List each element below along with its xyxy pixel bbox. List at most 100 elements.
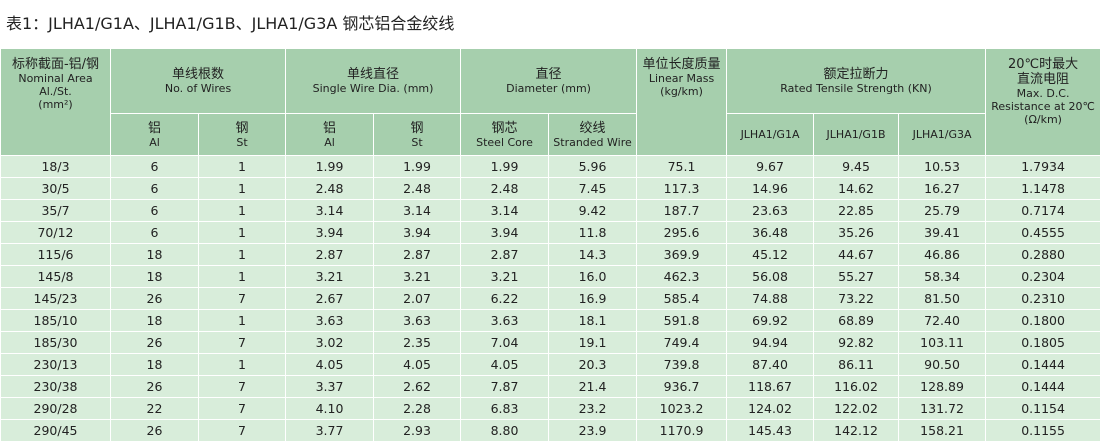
table-cell: 72.40	[898, 309, 987, 332]
table-cell: 7	[197, 397, 287, 420]
table-cell: 131.72	[898, 397, 987, 420]
header-cell: 铝 Al	[110, 113, 199, 156]
header-line: No. of Wires	[164, 82, 232, 95]
table-cell: 3.14	[373, 199, 462, 222]
table-cell: 122.02	[813, 397, 900, 420]
table-cell: 14.3	[548, 243, 638, 266]
table-cell: 11.8	[548, 221, 638, 244]
header-cell: 钢 St	[373, 113, 462, 156]
table-cell: 3.21	[460, 265, 550, 288]
table-cell: 6	[110, 177, 199, 200]
table-row: 115/6 18 1 2.87 2.87 2.87 14.3 369.9 45.12 44.67 4…	[0, 243, 1100, 266]
table-cell: 14.96	[726, 177, 815, 200]
header-line: Linear Mass	[648, 72, 715, 85]
header-line: JLHA1/G1B	[826, 128, 886, 141]
table-cell: 74.88	[726, 287, 815, 310]
table-cell: 16.27	[898, 177, 987, 200]
table-cell: 16.9	[548, 287, 638, 310]
table-cell: 3.14	[460, 199, 550, 222]
header-cell: 钢 St	[197, 113, 287, 156]
table-cell: 6	[110, 221, 199, 244]
table-cell: 1023.2	[636, 397, 728, 420]
table-cell: 3.63	[285, 309, 375, 332]
header-line: Nominal Area	[18, 72, 93, 85]
table-cell: 2.48	[285, 177, 375, 200]
table-cell: 73.22	[813, 287, 900, 310]
table-cell: 26	[110, 375, 199, 398]
table-cell: 14.62	[813, 177, 900, 200]
table-cell: 0.1444	[985, 375, 1100, 398]
table-cell: 2.67	[285, 287, 375, 310]
table-cell: 2.93	[373, 419, 462, 442]
table-cell: 1	[197, 353, 287, 376]
table-cell: 295.6	[636, 221, 728, 244]
table-cell: 9.45	[813, 155, 900, 178]
table-cell: 8.80	[460, 419, 550, 442]
table-row: 290/28 22 7 4.10 2.28 6.83 23.2 1023.2 124.02 122…	[0, 397, 1100, 420]
table-cell: 18	[110, 353, 199, 376]
table-cell: 21.4	[548, 375, 638, 398]
table-row: 185/10 18 1 3.63 3.63 3.63 18.1 591.8 69.92 68.89…	[0, 309, 1100, 332]
table-cell: 3.63	[460, 309, 550, 332]
header-cell: 单线根数 No. of Wires	[109, 48, 287, 114]
table-cell: 1	[197, 265, 287, 288]
table-cell: 30/5	[0, 177, 111, 200]
table-cell: 2.07	[373, 287, 462, 310]
table-cell: 20.3	[548, 353, 638, 376]
header-cell: 单线直径 Single Wire Dia. (mm)	[285, 48, 462, 114]
header-line: 直径	[535, 67, 562, 82]
table-row: 35/7 6 1 3.14 3.14 3.14 9.42 187.7 23.63 22.85 25.…	[0, 199, 1100, 222]
table-cell: 145.43	[726, 419, 815, 442]
header-cell: 绞线 Stranded Wire	[548, 113, 638, 156]
table-cell: 3.94	[285, 221, 375, 244]
header-line: JLHA1/G1A	[740, 128, 800, 141]
table-cell: 26	[110, 331, 199, 354]
table-cell: 23.9	[548, 419, 638, 442]
header-cell: 标称截面-铝/钢 Nominal Area Al./St. (mm²)	[0, 48, 111, 156]
table-cell: 5.96	[548, 155, 638, 178]
header-line: 钢芯	[491, 120, 518, 136]
header-line: 20℃时最大	[1007, 57, 1079, 72]
table-cell: 22	[110, 397, 199, 420]
table-row: 70/12 6 1 3.94 3.94 3.94 11.8 295.6 36.48 35.26 39…	[0, 221, 1100, 244]
header-line: St	[411, 135, 423, 149]
table-cell: 7	[197, 287, 287, 310]
table-cell: 87.40	[726, 353, 815, 376]
header-line: 单线根数	[172, 67, 225, 82]
table-cell: 75.1	[636, 155, 728, 178]
table-row: 145/8 18 1 3.21 3.21 3.21 16.0 462.3 56.08 55.27 5…	[0, 265, 1100, 288]
header-line: Max. D.C.	[1016, 87, 1070, 100]
header-line: St	[236, 135, 248, 149]
table-cell: 0.1154	[985, 397, 1100, 420]
header-line: 额定拉断力	[823, 67, 889, 82]
table-cell: 0.2880	[985, 243, 1100, 266]
table-cell: 19.1	[548, 331, 638, 354]
header-cell: JLHA1/G1B	[813, 113, 900, 156]
table-cell: 81.50	[898, 287, 987, 310]
header-cell: 单位长度质量 Linear Mass (kg/km)	[636, 48, 728, 156]
table-row: 230/38 26 7 3.37 2.62 7.87 21.4 936.7 118.67 116.…	[0, 375, 1100, 398]
table-cell: 1	[197, 243, 287, 266]
header-line: Rated Tensile Strength (KN)	[780, 82, 932, 95]
table-cell: 46.86	[898, 243, 987, 266]
header-cell: 直径 Diameter (mm)	[460, 48, 638, 114]
header-line: Al	[324, 135, 335, 149]
header-line: (Ω/km)	[1024, 113, 1062, 126]
table-cell: 0.2304	[985, 265, 1100, 288]
table-cell: 3.21	[285, 265, 375, 288]
header-line: Al./St.	[39, 85, 72, 98]
table-cell: 35/7	[0, 199, 111, 222]
table-cell: 6.83	[460, 397, 550, 420]
header-line: JLHA1/G3A	[912, 128, 972, 141]
table-cell: 0.7174	[985, 199, 1100, 222]
table-cell: 7	[197, 331, 287, 354]
table-cell: 7	[197, 375, 287, 398]
table-cell: 7.87	[460, 375, 550, 398]
table-cell: 6	[110, 199, 199, 222]
table-cell: 1	[197, 309, 287, 332]
table-cell: 7	[197, 419, 287, 442]
table-cell: 18/3	[0, 155, 111, 178]
table-cell: 1.99	[460, 155, 550, 178]
header-cell: 钢芯 Steel Core	[460, 113, 550, 156]
table-cell: 585.4	[636, 287, 728, 310]
